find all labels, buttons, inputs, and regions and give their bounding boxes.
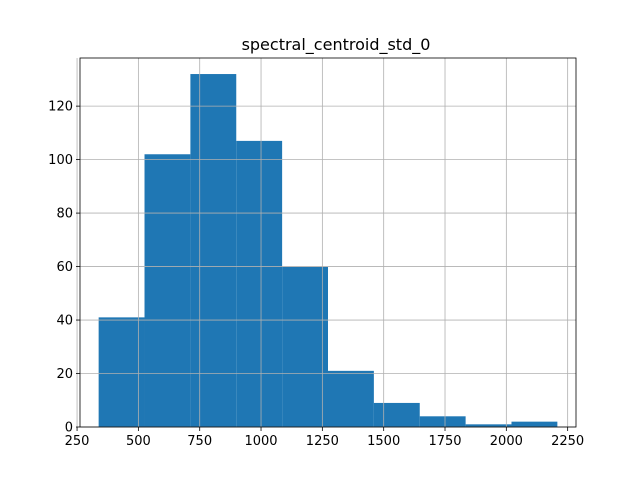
- histogram-bar: [144, 154, 191, 427]
- y-tick-label: 60: [56, 260, 73, 275]
- y-tick-label: 120: [48, 100, 73, 115]
- histogram-bar: [282, 266, 328, 427]
- y-tick-label: 80: [56, 207, 73, 222]
- histogram-bar: [373, 402, 420, 427]
- ticks: 250 500 750 1000 1250 1500 1750 2000 2250 0 20 40 60…: [48, 100, 584, 449]
- y-tick-label: 20: [56, 367, 73, 382]
- x-tick-label: 2000: [490, 434, 523, 449]
- x-tick-label: 1500: [367, 434, 400, 449]
- x-tick-label: 1250: [306, 434, 339, 449]
- y-tick-label: 100: [48, 153, 73, 168]
- histogram-bar: [511, 421, 558, 427]
- x-tick-label: 250: [65, 434, 90, 449]
- histogram-bar: [465, 424, 512, 427]
- x-tick-label: 1000: [244, 434, 277, 449]
- x-tick-label: 1750: [428, 434, 461, 449]
- histogram-bar: [419, 416, 466, 427]
- histogram-bar: [236, 140, 283, 428]
- y-tick-label: 0: [65, 421, 73, 436]
- x-tick-label: 750: [187, 434, 212, 449]
- histogram-bar: [190, 74, 237, 427]
- y-tick-label: 40: [56, 314, 73, 329]
- bars: [98, 74, 558, 428]
- plot-frame: [79, 57, 577, 428]
- x-tick-label: 500: [126, 434, 151, 449]
- axes: [79, 57, 577, 428]
- x-tick-label: 2250: [551, 434, 584, 449]
- histogram-bar: [98, 317, 145, 427]
- grid: [76, 58, 576, 428]
- histogram-bar: [328, 370, 374, 427]
- chart-title: spectral_centroid_std_0: [242, 35, 431, 55]
